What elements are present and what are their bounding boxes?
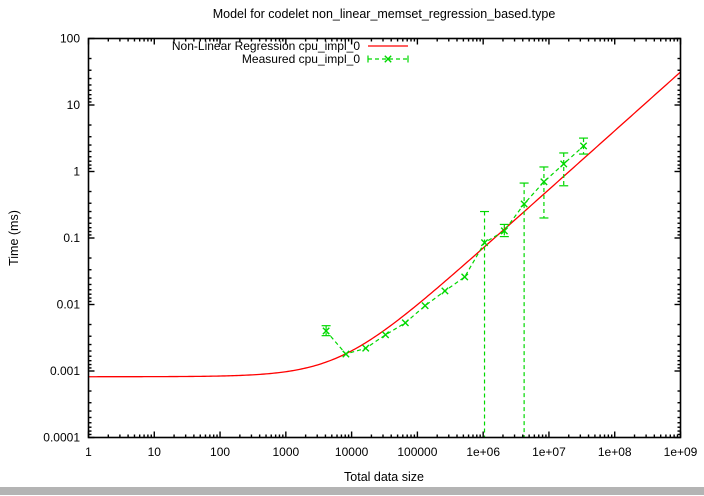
legend-label-regression: Non-Linear Regression cpu_impl_0 bbox=[172, 39, 360, 53]
legend: Non-Linear Regression cpu_impl_0 Measure… bbox=[172, 39, 409, 66]
x-tick-label: 1000 bbox=[272, 445, 299, 459]
x-tick-label: 1e+08 bbox=[598, 445, 632, 459]
x-tick-label: 1e+09 bbox=[664, 445, 698, 459]
measured-marker bbox=[322, 327, 330, 335]
measured-marker bbox=[342, 350, 350, 358]
legend-sample-marker bbox=[384, 55, 392, 63]
measured-marker bbox=[480, 238, 489, 247]
measured-marker bbox=[381, 331, 390, 339]
y-tick-label: 1 bbox=[73, 165, 80, 179]
regression-curve bbox=[88, 71, 681, 378]
window-bottom-bar bbox=[0, 487, 704, 495]
y-tick-label: 10 bbox=[67, 98, 81, 112]
legend-key-samples bbox=[367, 45, 409, 63]
measured-marker bbox=[441, 287, 449, 295]
x-tick-label: 1e+06 bbox=[466, 445, 500, 459]
plot-border bbox=[87, 37, 682, 439]
legend-label-measured: Measured cpu_impl_0 bbox=[242, 52, 360, 66]
chart-title: Model for codelet non_linear_memset_regr… bbox=[213, 7, 556, 21]
plot-series bbox=[88, 71, 681, 438]
y-axis-label: Time (ms) bbox=[7, 210, 21, 266]
x-tick-label: 10 bbox=[148, 445, 162, 459]
y-tick-label: 0.01 bbox=[57, 298, 81, 312]
measured-marker bbox=[362, 344, 370, 352]
x-tick-label: 100 bbox=[210, 445, 230, 459]
y-tick-label: 0.0001 bbox=[43, 431, 80, 445]
y-tick-label: 0.001 bbox=[50, 364, 80, 378]
axis-tick-labels: 1 10 100 1000 10000 100000 1e+06 1e+07 1e+08 1e+0… bbox=[43, 32, 697, 460]
y-tick-label: 100 bbox=[60, 32, 80, 46]
measured-marker bbox=[461, 273, 469, 281]
x-tick-label: 1e+07 bbox=[532, 445, 566, 459]
x-tick-label: 1 bbox=[85, 445, 92, 459]
measured-marker bbox=[401, 319, 410, 327]
measured-marker bbox=[520, 200, 528, 208]
measured-marker bbox=[500, 227, 509, 235]
x-axis-label: Total data size bbox=[344, 470, 424, 484]
y-tick-label: 0.1 bbox=[63, 231, 80, 245]
axis-ticks bbox=[87, 37, 682, 439]
x-tick-label: 10000 bbox=[335, 445, 369, 459]
x-tick-label: 100000 bbox=[397, 445, 437, 459]
measured-marker bbox=[421, 301, 429, 310]
measured-marker bbox=[560, 160, 568, 168]
measured-line bbox=[325, 145, 584, 355]
measured-marker bbox=[579, 142, 588, 150]
measured-marker bbox=[540, 178, 548, 186]
